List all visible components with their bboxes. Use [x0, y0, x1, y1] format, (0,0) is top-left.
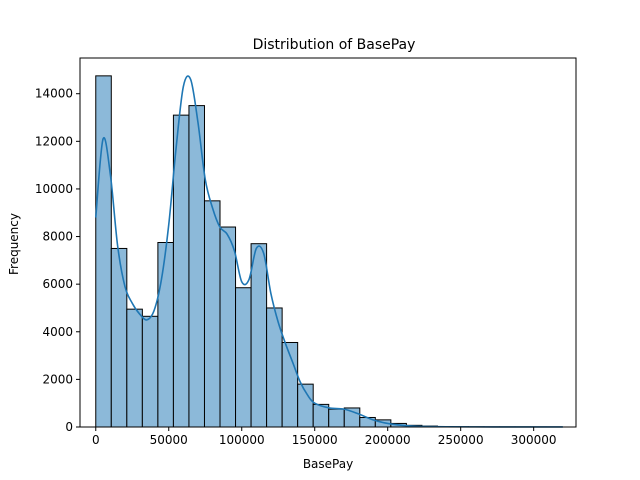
y-tick-label: 8000 — [42, 230, 73, 244]
y-tick-label: 0 — [65, 420, 73, 434]
y-tick-label: 14000 — [35, 87, 73, 101]
y-tick-label: 4000 — [42, 325, 73, 339]
y-tick-label: 10000 — [35, 182, 73, 196]
x-axis-ticks: 0 50000 100000 150000 200000 250000 300000 — [92, 427, 557, 447]
histogram-bar — [95, 75, 112, 428]
histogram-bars — [95, 75, 563, 428]
x-tick-label: 50000 — [150, 433, 188, 447]
x-tick-label: 0 — [92, 433, 100, 447]
histogram-bar — [219, 226, 237, 428]
kde-line — [94, 75, 563, 428]
y-tick-label: 6000 — [42, 277, 73, 291]
y-tick-label: 12000 — [35, 134, 73, 148]
histogram-bar — [110, 247, 128, 428]
x-tick-label: 100000 — [219, 433, 265, 447]
histogram-bar — [172, 114, 190, 428]
histogram-bar — [157, 242, 174, 428]
histogram-bar — [328, 408, 345, 428]
y-axis-ticks: 0 2000 4000 6000 8000 10000 12000 14000 — [35, 87, 80, 434]
histogram-bar — [250, 243, 268, 428]
histogram-bar — [141, 315, 159, 428]
y-tick-label: 2000 — [42, 372, 73, 386]
x-axis-label: BasePay — [303, 457, 353, 471]
chart-title: Distribution of BasePay — [253, 37, 416, 53]
histogram-bar — [359, 416, 376, 428]
x-tick-label: 150000 — [292, 433, 338, 447]
plot-frame — [79, 57, 577, 428]
x-tick-label: 200000 — [365, 433, 411, 447]
y-axis-label: Frequency — [7, 213, 21, 275]
x-tick-label: 300000 — [511, 433, 557, 447]
kde-curve-group — [94, 75, 563, 428]
histogram-bar — [203, 200, 221, 428]
histogram-bar — [235, 287, 252, 428]
x-tick-label: 250000 — [438, 433, 484, 447]
histogram-bar — [126, 308, 143, 428]
